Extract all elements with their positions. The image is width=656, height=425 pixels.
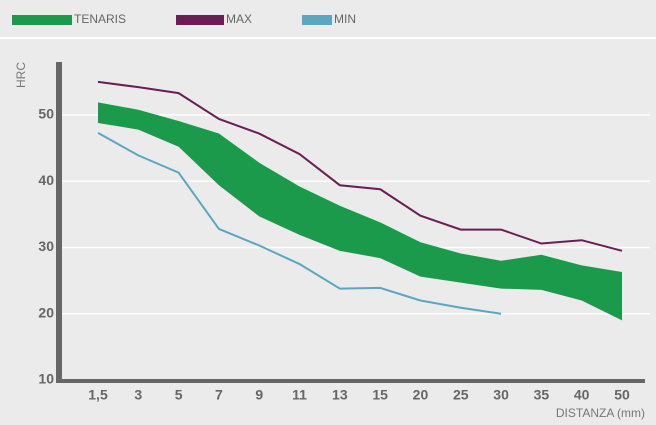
legend: TENARIS MAX MIN <box>12 12 356 26</box>
x-tick-label: 20 <box>413 387 429 403</box>
y-tick-label: 40 <box>38 172 54 188</box>
x-tick-label: 35 <box>534 387 550 403</box>
y-tick-label: 10 <box>38 371 54 387</box>
y-axis-label: HRC <box>14 62 28 88</box>
legend-label: TENARIS <box>74 12 126 26</box>
legend-label: MAX <box>226 12 252 26</box>
x-axis-label: DISTANZA (mm) <box>556 406 645 420</box>
x-tick-label: 1,5 <box>88 387 108 403</box>
band-area <box>98 102 622 321</box>
legend-swatch <box>302 15 333 25</box>
legend-swatch <box>12 15 72 25</box>
legend-label: MIN <box>334 12 356 26</box>
y-tick-label: 30 <box>38 238 54 254</box>
x-tick-label: 11 <box>292 387 307 403</box>
x-tick-label: 7 <box>215 387 223 403</box>
x-axis <box>56 379 645 383</box>
series-line <box>97 80 623 252</box>
x-tick-label: 5 <box>175 387 183 403</box>
y-tick-label: 20 <box>38 304 54 320</box>
x-tick-label: 50 <box>614 387 630 403</box>
legend-swatch <box>176 15 225 25</box>
series-line <box>97 132 502 315</box>
x-tick-label: 3 <box>134 387 142 403</box>
x-tick-label: 9 <box>255 387 263 403</box>
y-tick-label: 50 <box>38 106 54 122</box>
x-tick-label: 25 <box>453 387 469 403</box>
x-tick-label: 13 <box>332 387 348 403</box>
x-tick-label: 40 <box>574 387 590 403</box>
y-axis <box>56 62 62 383</box>
x-tick-label: 30 <box>493 387 509 403</box>
x-tick-label: 15 <box>372 387 388 403</box>
